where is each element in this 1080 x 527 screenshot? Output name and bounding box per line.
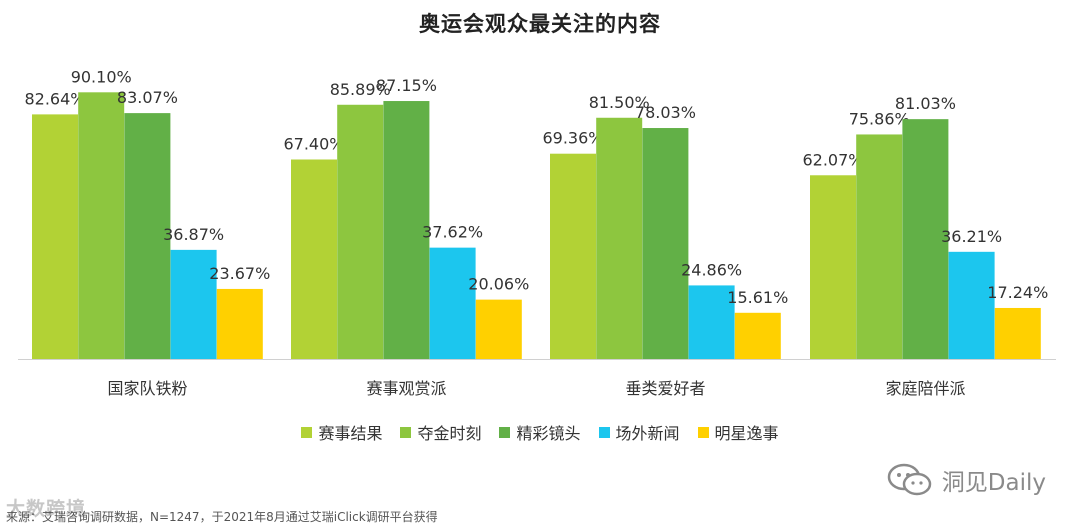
chart-legend: 赛事结果 夺金时刻 精彩镜头 场外新闻 明星逸事 (0, 420, 1080, 444)
data-label-1-5: 23.67% (209, 264, 270, 283)
legend-swatch (301, 426, 313, 438)
legend-label: 精彩镜头 (516, 424, 581, 443)
data-label-2-3: 87.15% (376, 76, 437, 95)
legend-label: 明星逸事 (714, 424, 779, 443)
watermark-right-text: 洞见Daily (941, 470, 1046, 496)
bar-4-2 (856, 134, 903, 359)
category-label-2: 赛事观赏派 (366, 379, 446, 398)
category-label-3: 垂类爱好者 (625, 379, 705, 398)
data-label-2-1: 67.40% (283, 134, 344, 153)
data-label-1-4: 36.87% (163, 225, 224, 244)
bar-3-1 (550, 153, 596, 359)
data-label-1-1: 82.64% (24, 89, 85, 108)
bar-1-1 (32, 114, 78, 360)
legend-label: 场外新闻 (615, 424, 680, 443)
bar-1-2 (78, 92, 125, 359)
legend-item-3: 精彩镜头 (499, 420, 581, 444)
legend-swatch (598, 426, 610, 438)
bar-3-2 (596, 117, 643, 359)
bar-2-3 (383, 101, 430, 359)
legend-item-1: 赛事结果 (301, 420, 382, 444)
data-label-3-4: 24.86% (681, 260, 742, 279)
bar-1-4 (170, 249, 217, 359)
legend-item-2: 夺金时刻 (400, 420, 481, 444)
legend-swatch (697, 426, 709, 438)
data-label-4-5: 17.24% (987, 283, 1048, 302)
bar-4-3 (902, 119, 949, 359)
legend-label: 夺金时刻 (417, 424, 482, 443)
bar-4-5 (994, 307, 1041, 359)
wechat-icon (887, 463, 932, 496)
data-label-2-4: 37.62% (422, 223, 483, 242)
data-label-3-3: 78.03% (635, 103, 696, 122)
data-label-4-1: 62.07% (802, 150, 863, 169)
legend-item-4: 场外新闻 (598, 420, 680, 444)
bar-3-5 (734, 312, 781, 359)
legend-swatch (400, 426, 412, 438)
legend-item-5: 明星逸事 (697, 420, 779, 444)
watermark-left: 大数跨境 (6, 498, 87, 520)
bar-2-1 (291, 159, 337, 359)
bar-2-5 (475, 299, 522, 359)
data-label-3-5: 15.61% (727, 288, 788, 307)
legend-label: 赛事结果 (318, 424, 383, 443)
category-label-4: 家庭陪伴派 (885, 379, 965, 398)
bar-4-4 (948, 251, 995, 359)
bar-1-3 (124, 113, 171, 360)
data-label-4-3: 81.03% (895, 94, 956, 113)
bar-chart: 82.64% 90.10% 83.07% 36.87% 23.67% 国家队铁粉 67.40… (18, 67, 1056, 398)
data-label-3-2: 81.50% (589, 93, 650, 112)
data-label-4-4: 36.21% (941, 227, 1002, 246)
data-label-4-2: 75.86% (849, 109, 910, 128)
data-label-2-5: 20.06% (468, 275, 529, 294)
category-label-1: 国家队铁粉 (107, 379, 187, 398)
bar-2-4 (429, 247, 476, 359)
data-label-2-2: 85.89% (330, 80, 391, 99)
legend-swatch (499, 426, 511, 438)
data-label-1-2: 90.10% (71, 67, 132, 86)
bar-1-5 (216, 288, 263, 359)
bar-2-2 (337, 104, 384, 360)
data-label-3-1: 69.36% (542, 129, 603, 148)
bar-4-1 (810, 175, 856, 359)
bar-3-3 (642, 128, 689, 359)
chart-title: 奥运会观众最关注的内容 (419, 12, 661, 36)
source-note: 来源：艾瑞咨询调研数据，N=1247，于2021年8月通过艾瑞iClick调研平… (6, 510, 438, 524)
watermark-right: 洞见Daily (886, 462, 1046, 498)
data-label-1-3: 83.07% (117, 88, 178, 107)
bar-3-4 (688, 285, 735, 359)
